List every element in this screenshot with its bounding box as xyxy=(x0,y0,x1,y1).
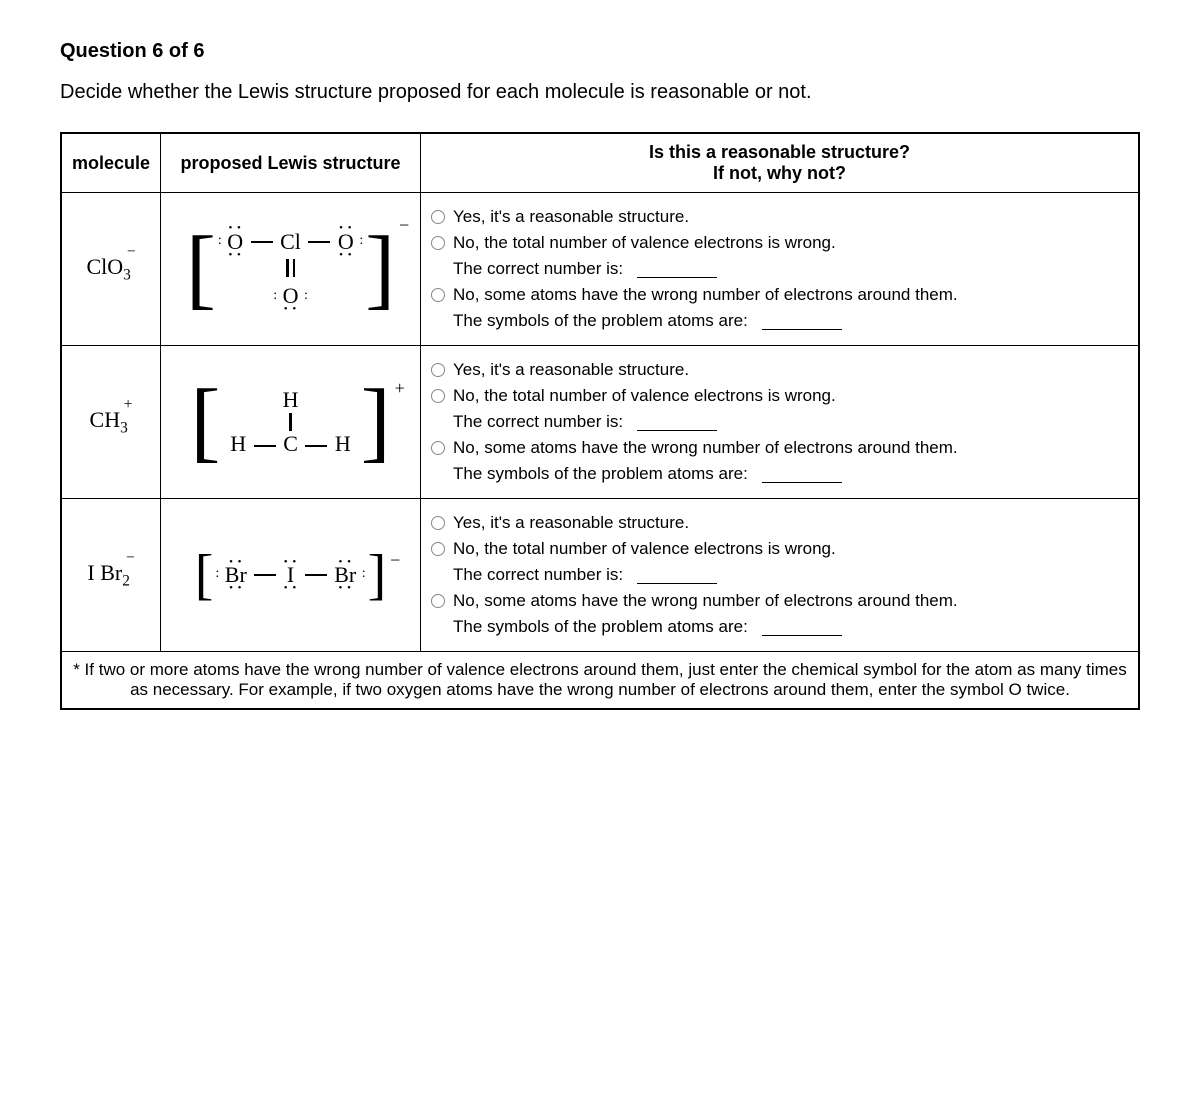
footnote: * If two or more atoms have the wrong nu… xyxy=(61,652,1139,710)
option-label: No, the total number of valence electron… xyxy=(453,386,836,406)
option-label: No, some atoms have the wrong number of … xyxy=(453,285,958,305)
option-label: The symbols of the problem atoms are: xyxy=(453,311,748,331)
footnote-row: * If two or more atoms have the wrong nu… xyxy=(61,652,1139,710)
lewis-structure: [ H H C H ] + xyxy=(161,346,421,499)
molecule-formula: CH3 + xyxy=(61,346,161,499)
formula-sub: 3 xyxy=(120,420,128,437)
formula-sub: 2 xyxy=(122,573,130,590)
option-label: The correct number is: xyxy=(453,259,623,279)
blank-input[interactable] xyxy=(637,567,717,584)
option-label: The correct number is: xyxy=(453,412,623,432)
table-row: I Br2− [ : • • Br • • • • xyxy=(61,499,1139,652)
molecule-formula: I Br2 − xyxy=(61,499,161,652)
blank-input[interactable] xyxy=(762,313,842,330)
option-label: No, the total number of valence electron… xyxy=(453,233,836,253)
molecule-formula: ClO3 − xyxy=(61,193,161,346)
question-header: Question 6 of 6 xyxy=(60,40,1140,63)
blank-input[interactable] xyxy=(762,619,842,636)
answer-cell: Yes, it's a reasonable structure. No, th… xyxy=(421,193,1139,346)
radio-no-valence[interactable] xyxy=(431,236,445,250)
option-label: Yes, it's a reasonable structure. xyxy=(453,360,689,380)
option-label: The symbols of the problem atoms are: xyxy=(453,464,748,484)
charge: + xyxy=(395,379,405,397)
col-header-answer: Is this a reasonable structure? If not, … xyxy=(421,133,1139,193)
atom: H xyxy=(283,387,299,412)
radio-yes[interactable] xyxy=(431,363,445,377)
option-label: Yes, it's a reasonable structure. xyxy=(453,207,689,227)
formula-sup: + xyxy=(124,396,133,413)
blank-input[interactable] xyxy=(762,466,842,483)
table-row: CH3+ [ H H C H xyxy=(61,346,1139,499)
atom: H xyxy=(230,431,246,456)
formula-sub: 3 xyxy=(123,267,131,284)
formula-main: ClO xyxy=(86,254,123,279)
atom: C xyxy=(283,431,298,456)
formula-main: I Br xyxy=(87,560,122,585)
answer-cell: Yes, it's a reasonable structure. No, th… xyxy=(421,346,1139,499)
radio-no-atoms[interactable] xyxy=(431,288,445,302)
blank-input[interactable] xyxy=(637,261,717,278)
charge: − xyxy=(390,551,400,569)
formula-sup: − xyxy=(126,549,135,566)
option-label: The correct number is: xyxy=(453,565,623,585)
question-table: molecule proposed Lewis structure Is thi… xyxy=(60,132,1140,710)
radio-no-valence[interactable] xyxy=(431,542,445,556)
question-instruction: Decide whether the Lewis structure propo… xyxy=(60,81,1140,104)
radio-no-atoms[interactable] xyxy=(431,441,445,455)
option-label: No, the total number of valence electron… xyxy=(453,539,836,559)
single-bond-icon xyxy=(289,413,292,431)
option-label: No, some atoms have the wrong number of … xyxy=(453,438,958,458)
radio-yes[interactable] xyxy=(431,210,445,224)
atom: H xyxy=(335,431,351,456)
formula-main: CH xyxy=(90,407,121,432)
answer-cell: Yes, it's a reasonable structure. No, th… xyxy=(421,499,1139,652)
table-row: ClO3− [ : • • O • • xyxy=(61,193,1139,346)
answer-header-line1: Is this a reasonable structure? xyxy=(431,142,1128,163)
radio-no-atoms[interactable] xyxy=(431,594,445,608)
col-header-molecule: molecule xyxy=(61,133,161,193)
option-label: No, some atoms have the wrong number of … xyxy=(453,591,958,611)
option-label: The symbols of the problem atoms are: xyxy=(453,617,748,637)
col-header-structure: proposed Lewis structure xyxy=(161,133,421,193)
answer-header-line2: If not, why not? xyxy=(431,163,1128,184)
formula-sup: − xyxy=(127,243,136,260)
lewis-structure: [ : • • Br • • • • I • • xyxy=(161,499,421,652)
radio-no-valence[interactable] xyxy=(431,389,445,403)
charge: − xyxy=(399,216,409,234)
lewis-structure: [ : • • O • • Cl xyxy=(161,193,421,346)
blank-input[interactable] xyxy=(637,414,717,431)
option-label: Yes, it's a reasonable structure. xyxy=(453,513,689,533)
radio-yes[interactable] xyxy=(431,516,445,530)
